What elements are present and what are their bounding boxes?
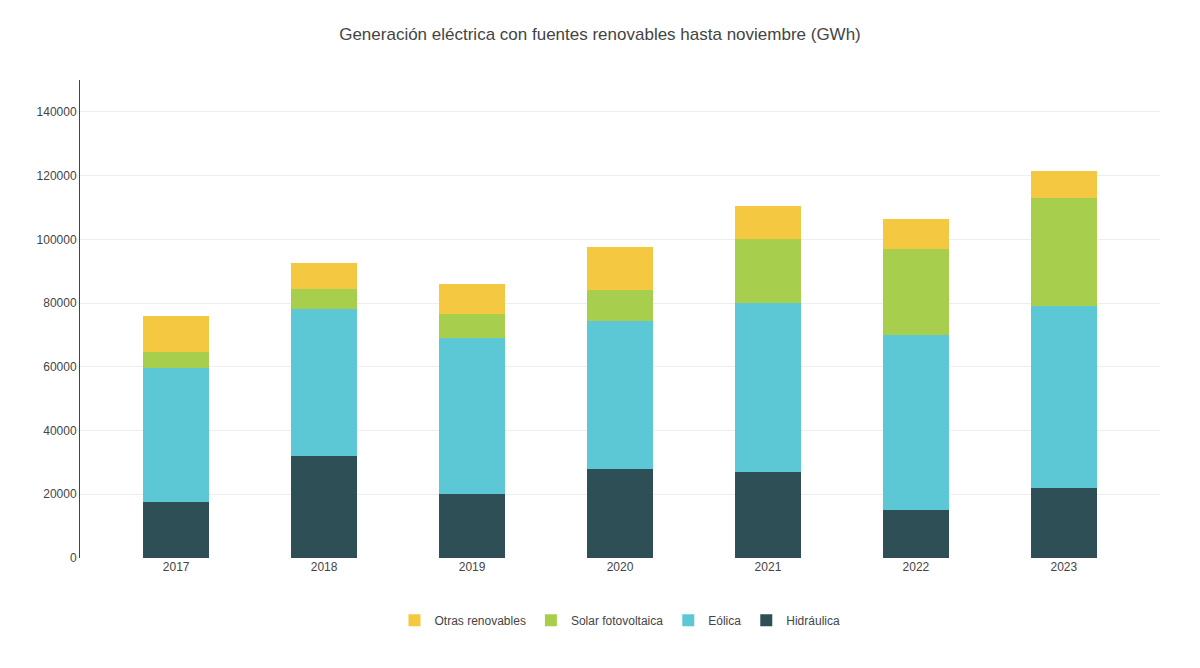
svg-text:2022: 2022	[903, 560, 930, 574]
svg-text:Hidráulica: Hidráulica	[786, 614, 840, 628]
svg-text:140000: 140000	[37, 105, 77, 119]
svg-text:2021: 2021	[755, 560, 782, 574]
svg-text:2017: 2017	[163, 560, 190, 574]
svg-text:100000: 100000	[37, 233, 77, 247]
svg-text:Generación eléctrica con fuent: Generación eléctrica con fuentes renovab…	[339, 25, 861, 44]
svg-text:120000: 120000	[37, 169, 77, 183]
svg-text:2023: 2023	[1050, 560, 1077, 574]
svg-text:2018: 2018	[311, 560, 338, 574]
svg-text:2020: 2020	[607, 560, 634, 574]
svg-text:2019: 2019	[459, 560, 486, 574]
svg-text:40000: 40000	[43, 424, 77, 438]
svg-text:Eólica: Eólica	[708, 614, 741, 628]
svg-text:80000: 80000	[43, 296, 77, 310]
svg-text:0: 0	[70, 551, 77, 565]
svg-text:60000: 60000	[43, 360, 77, 374]
svg-text:20000: 20000	[43, 487, 77, 501]
svg-text:Solar fotovoltaica: Solar fotovoltaica	[571, 614, 663, 628]
svg-text:Otras renovables: Otras renovables	[435, 614, 526, 628]
